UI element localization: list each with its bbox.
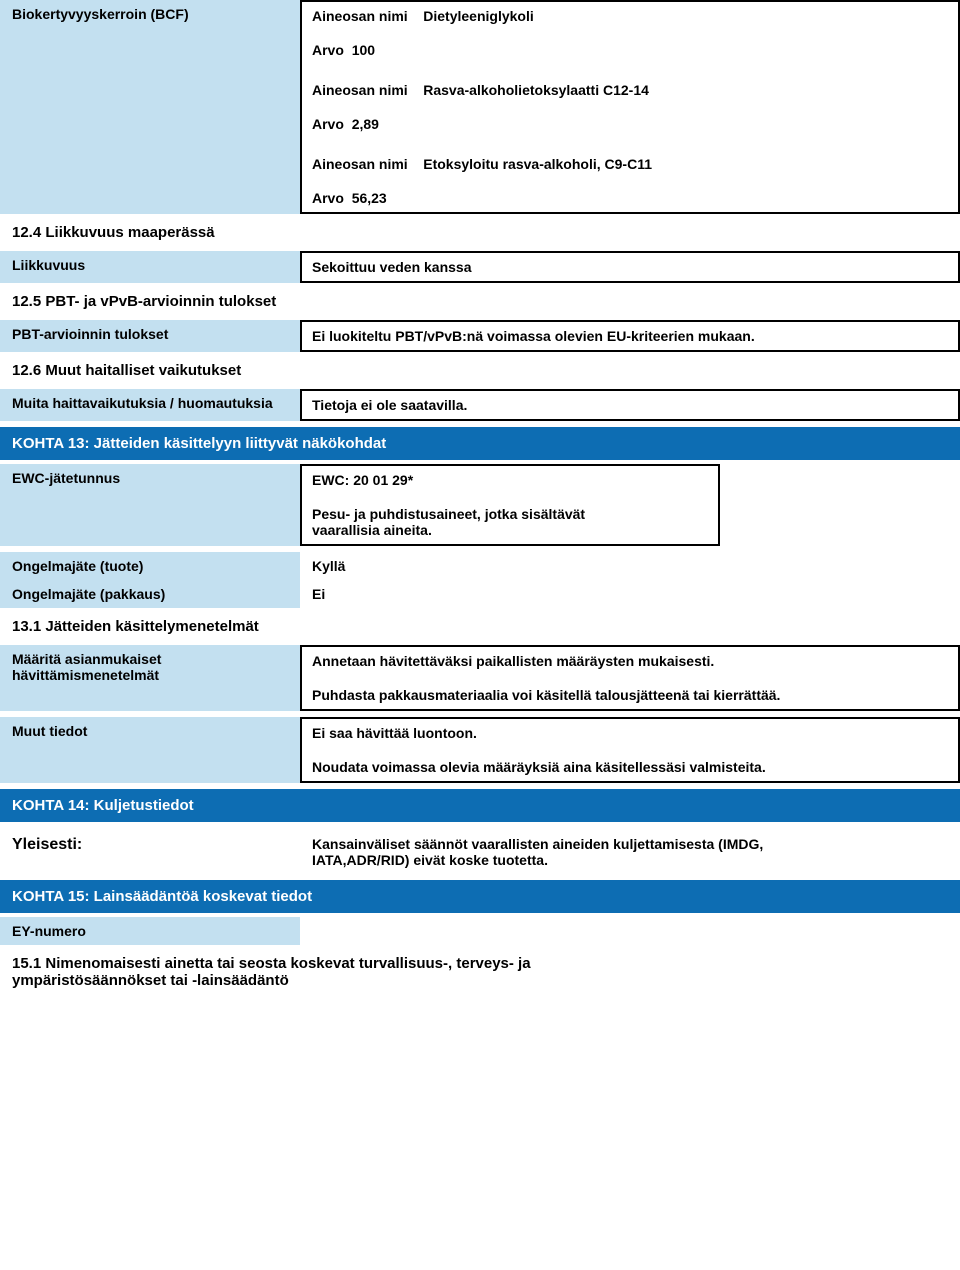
s12-6-title: 12.6 Muut haitalliset vaikutukset <box>0 352 960 385</box>
othereff-label: Muita haittavaikutuksia / huomautuksia <box>0 389 300 417</box>
mobility-label-cell: Liikkuvuus <box>0 251 300 283</box>
mobility-value: Sekoittuu veden kanssa <box>312 259 472 275</box>
general-label-cell: Yleisesti: <box>0 830 300 874</box>
s12-5-title: 12.5 PBT- ja vPvB-arvioinnin tulokset <box>0 283 960 316</box>
general-value: Kansainväliset säännöt vaarallisten aine… <box>300 830 960 874</box>
otherinfo-value-cell: Ei saa hävittää luontoon. Noudata voimas… <box>300 717 960 783</box>
othereff-value: Tietoja ei ole saatavilla. <box>312 397 467 413</box>
general-label: Yleisesti: <box>0 830 300 860</box>
bcf-value-0: Arvo 100 <box>312 42 948 58</box>
otherinfo-line2: Noudata voimassa olevia määräyksiä aina … <box>312 759 948 775</box>
otherinfo-line1: Ei saa hävittää luontoon. <box>312 725 948 741</box>
ewc-value-box: EWC: 20 01 29* Pesu- ja puhdistusaineet,… <box>300 464 720 546</box>
hazprod-value-cell: Kyllä <box>300 552 960 580</box>
othereff-label-cell: Muita haittavaikutuksia / huomautuksia <box>0 389 300 421</box>
bcf-value-val-0: 100 <box>352 42 375 58</box>
methods-line2: Puhdasta pakkausmateriaalia voi käsitell… <box>312 687 948 703</box>
bcf-name-0: Aineosan nimi Dietyleeniglykoli <box>312 8 948 24</box>
ewc-row: EWC-jätetunnus EWC: 20 01 29* Pesu- ja p… <box>0 464 960 546</box>
ey-label-cell: EY-numero <box>0 917 300 945</box>
k13-header: KOHTA 13: Jätteiden käsittelyyn liittyvä… <box>0 427 960 460</box>
bcf-label-cell: Biokertyvyyskerroin (BCF) <box>0 0 300 214</box>
otherinfo-row: Muut tiedot Ei saa hävittää luontoon. No… <box>0 717 960 783</box>
hazprod-row: Ongelmajäte (tuote) Kyllä <box>0 552 960 580</box>
bcf-name-label-1: Aineosan nimi <box>312 82 408 98</box>
othereff-row: Muita haittavaikutuksia / huomautuksia T… <box>0 389 960 421</box>
bcf-name-val-2: Etoksyloitu rasva-alkoholi, C9-C11 <box>423 156 652 172</box>
ewc-desc1: Pesu- ja puhdistusaineet, jotka sisältäv… <box>312 506 708 522</box>
methods-value-cell: Annetaan hävitettäväksi paikallisten mää… <box>300 645 960 711</box>
hazprod-value: Kyllä <box>300 552 960 580</box>
ey-row: EY-numero <box>0 917 960 945</box>
bcf-name-label-0: Aineosan nimi <box>312 8 408 24</box>
bcf-value-1: Arvo 2,89 <box>312 116 948 132</box>
ey-label: EY-numero <box>0 917 300 945</box>
ewc-label-cell: EWC-jätetunnus <box>0 464 300 546</box>
methods-label-cell: Määritä asianmukaiset hävittämismenetelm… <box>0 645 300 711</box>
pbt-value-cell: Ei luokiteltu PBT/vPvB:nä voimassa olevi… <box>300 320 960 352</box>
mobility-label: Liikkuvuus <box>0 251 300 279</box>
k14-header: KOHTA 14: Kuljetustiedot <box>0 789 960 822</box>
methods-label: Määritä asianmukaiset hävittämismenetelm… <box>0 645 300 689</box>
bcf-value-val-1: 2,89 <box>352 116 379 132</box>
bcf-group-0: Aineosan nimi Dietyleeniglykoli Arvo 100 <box>312 8 948 58</box>
mobility-row: Liikkuvuus Sekoittuu veden kanssa <box>0 251 960 283</box>
hazpack-value-cell: Ei <box>300 580 960 608</box>
methods-row: Määritä asianmukaiset hävittämismenetelm… <box>0 645 960 711</box>
methods-value-box: Annetaan hävitettäväksi paikallisten mää… <box>300 645 960 711</box>
s13-1-title: 13.1 Jätteiden käsittelymenetelmät <box>0 608 960 641</box>
general-line2: IATA,ADR/RID) eivät koske tuotetta. <box>312 852 948 868</box>
general-line1: Kansainväliset säännöt vaarallisten aine… <box>312 836 948 852</box>
ewc-desc2: vaarallisia aineita. <box>312 522 708 538</box>
bcf-value-box: Aineosan nimi Dietyleeniglykoli Arvo 100… <box>300 0 960 214</box>
hazpack-label-cell: Ongelmajäte (pakkaus) <box>0 580 300 608</box>
bcf-value-cell: Aineosan nimi Dietyleeniglykoli Arvo 100… <box>300 0 960 214</box>
bcf-name-label-2: Aineosan nimi <box>312 156 408 172</box>
s12-4-title: 12.4 Liikkuvuus maaperässä <box>0 214 960 247</box>
bcf-value-2: Arvo 56,23 <box>312 190 948 206</box>
s15-1-title1: 15.1 Nimenomaisesti ainetta tai seosta k… <box>0 945 960 972</box>
bcf-value-label-0: Arvo <box>312 42 344 58</box>
otherinfo-value-box: Ei saa hävittää luontoon. Noudata voimas… <box>300 717 960 783</box>
bcf-name-2: Aineosan nimi Etoksyloitu rasva-alkoholi… <box>312 156 948 172</box>
hazprod-label: Ongelmajäte (tuote) <box>0 552 300 580</box>
hazpack-value: Ei <box>300 580 960 608</box>
page: Biokertyvyyskerroin (BCF) Aineosan nimi … <box>0 0 960 995</box>
othereff-value-cell: Tietoja ei ole saatavilla. <box>300 389 960 421</box>
ey-value-cell <box>300 917 960 945</box>
bcf-name-val-0: Dietyleeniglykoli <box>423 8 533 24</box>
hazprod-label-cell: Ongelmajäte (tuote) <box>0 552 300 580</box>
bcf-label: Biokertyvyyskerroin (BCF) <box>0 0 300 28</box>
otherinfo-label-cell: Muut tiedot <box>0 717 300 783</box>
methods-line1: Annetaan hävitettäväksi paikallisten mää… <box>312 653 948 669</box>
bcf-name-1: Aineosan nimi Rasva-alkoholietoksylaatti… <box>312 82 948 98</box>
ewc-code: EWC: 20 01 29* <box>312 472 708 488</box>
otherinfo-label: Muut tiedot <box>0 717 300 745</box>
bcf-value-label-2: Arvo <box>312 190 344 206</box>
bcf-name-val-1: Rasva-alkoholietoksylaatti C12-14 <box>423 82 649 98</box>
pbt-label-cell: PBT-arvioinnin tulokset <box>0 320 300 352</box>
hazpack-row: Ongelmajäte (pakkaus) Ei <box>0 580 960 608</box>
othereff-value-box: Tietoja ei ole saatavilla. <box>300 389 960 421</box>
bcf-group-1: Aineosan nimi Rasva-alkoholietoksylaatti… <box>312 82 948 132</box>
k15-header: KOHTA 15: Lainsäädäntöä koskevat tiedot <box>0 880 960 913</box>
ewc-value-cell: EWC: 20 01 29* Pesu- ja puhdistusaineet,… <box>300 464 960 546</box>
bcf-group-2: Aineosan nimi Etoksyloitu rasva-alkoholi… <box>312 156 948 206</box>
pbt-label: PBT-arvioinnin tulokset <box>0 320 300 348</box>
s15-1-title2: ympäristösäännökset tai -lainsäädäntö <box>0 972 960 995</box>
pbt-value: Ei luokiteltu PBT/vPvB:nä voimassa olevi… <box>312 328 755 344</box>
general-value-cell: Kansainväliset säännöt vaarallisten aine… <box>300 830 960 874</box>
mobility-value-box: Sekoittuu veden kanssa <box>300 251 960 283</box>
general-row: Yleisesti: Kansainväliset säännöt vaaral… <box>0 822 960 874</box>
ewc-label: EWC-jätetunnus <box>0 464 300 492</box>
pbt-value-box: Ei luokiteltu PBT/vPvB:nä voimassa olevi… <box>300 320 960 352</box>
hazpack-label: Ongelmajäte (pakkaus) <box>0 580 300 608</box>
bcf-row: Biokertyvyyskerroin (BCF) Aineosan nimi … <box>0 0 960 214</box>
bcf-value-label-1: Arvo <box>312 116 344 132</box>
mobility-value-cell: Sekoittuu veden kanssa <box>300 251 960 283</box>
pbt-row: PBT-arvioinnin tulokset Ei luokiteltu PB… <box>0 320 960 352</box>
bcf-value-val-2: 56,23 <box>352 190 387 206</box>
